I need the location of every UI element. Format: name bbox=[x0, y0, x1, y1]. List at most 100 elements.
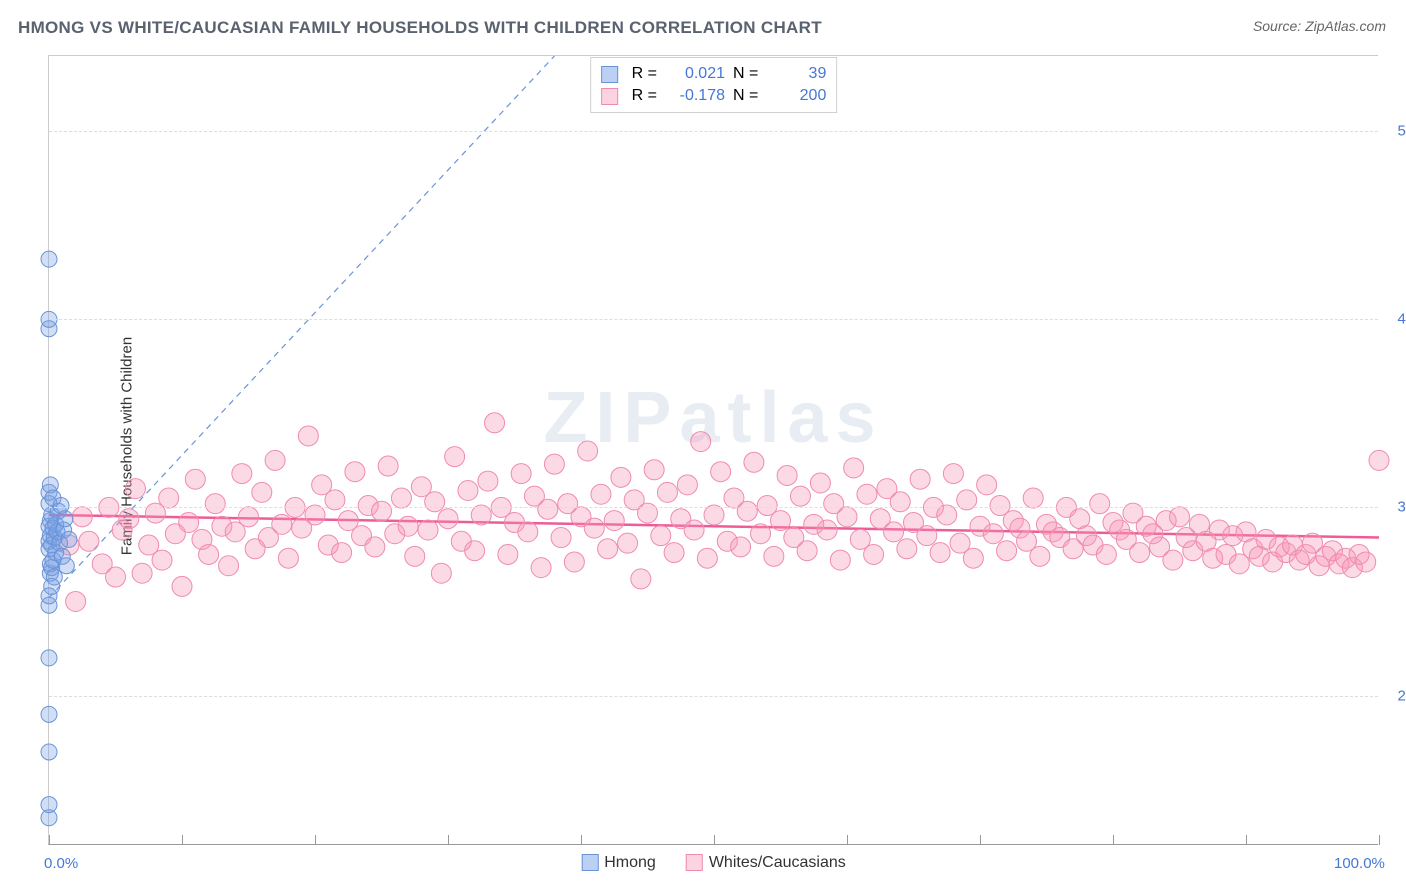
data-point bbox=[152, 550, 172, 570]
data-point bbox=[332, 543, 352, 563]
x-tick bbox=[1113, 835, 1114, 845]
gridline bbox=[49, 131, 1378, 132]
data-point bbox=[41, 588, 57, 604]
data-point bbox=[511, 464, 531, 484]
data-point bbox=[983, 524, 1003, 544]
legend-item: Hmong bbox=[581, 854, 656, 872]
data-point bbox=[910, 469, 930, 489]
data-point bbox=[345, 462, 365, 482]
plot-area: ZIPatlas R = 0.021 N = 39 R = -0.178 N =… bbox=[48, 55, 1378, 845]
data-point bbox=[106, 567, 126, 587]
data-point bbox=[405, 546, 425, 566]
legend-swatch bbox=[581, 854, 598, 871]
data-point bbox=[584, 518, 604, 538]
data-point bbox=[1369, 450, 1389, 470]
data-point bbox=[398, 516, 418, 536]
x-tick bbox=[448, 835, 449, 845]
data-point bbox=[697, 548, 717, 568]
data-point bbox=[72, 507, 92, 527]
data-point bbox=[657, 482, 677, 502]
data-point bbox=[478, 471, 498, 491]
data-point bbox=[544, 454, 564, 474]
data-point bbox=[631, 569, 651, 589]
legend-swatch bbox=[601, 66, 618, 83]
legend-row: R = -0.178 N = 200 bbox=[601, 85, 827, 107]
x-tick-label: 100.0% bbox=[1334, 855, 1385, 872]
data-point bbox=[159, 488, 179, 508]
data-point bbox=[744, 452, 764, 472]
data-point bbox=[232, 464, 252, 484]
data-point bbox=[651, 526, 671, 546]
data-point bbox=[890, 492, 910, 512]
data-point bbox=[1130, 543, 1150, 563]
data-point bbox=[684, 520, 704, 540]
data-point bbox=[591, 484, 611, 504]
data-point bbox=[418, 520, 438, 540]
data-point bbox=[265, 450, 285, 470]
data-point bbox=[41, 251, 57, 267]
data-point bbox=[458, 481, 478, 501]
data-point bbox=[564, 552, 584, 572]
data-point bbox=[638, 503, 658, 523]
data-point bbox=[132, 563, 152, 583]
chart-title: HMONG VS WHITE/CAUCASIAN FAMILY HOUSEHOL… bbox=[18, 18, 822, 38]
data-point bbox=[664, 543, 684, 563]
data-point bbox=[930, 543, 950, 563]
data-point bbox=[41, 797, 57, 813]
data-point bbox=[41, 744, 57, 760]
y-tick-label: 20.0% bbox=[1397, 687, 1406, 704]
x-tick bbox=[49, 835, 50, 845]
data-point bbox=[777, 465, 797, 485]
data-point bbox=[58, 558, 74, 574]
data-point bbox=[943, 464, 963, 484]
legend-item: Whites/Caucasians bbox=[686, 854, 846, 872]
data-point bbox=[391, 488, 411, 508]
data-point bbox=[1090, 494, 1110, 514]
data-point bbox=[172, 576, 192, 596]
source-attribution: Source: ZipAtlas.com bbox=[1253, 18, 1386, 34]
data-point bbox=[538, 499, 558, 519]
data-point bbox=[864, 544, 884, 564]
data-point bbox=[618, 533, 638, 553]
data-point bbox=[365, 537, 385, 557]
data-point bbox=[731, 537, 751, 557]
x-tick bbox=[315, 835, 316, 845]
data-point bbox=[578, 441, 598, 461]
data-point bbox=[611, 467, 631, 487]
legend-n-value: 200 bbox=[766, 85, 826, 107]
legend-r-label: R = bbox=[632, 63, 657, 85]
data-point bbox=[751, 524, 771, 544]
x-tick bbox=[1246, 835, 1247, 845]
y-tick-label: 40.0% bbox=[1397, 311, 1406, 328]
data-point bbox=[644, 460, 664, 480]
data-point bbox=[125, 479, 145, 499]
legend-swatch bbox=[601, 88, 618, 105]
x-tick bbox=[182, 835, 183, 845]
chart-container: HMONG VS WHITE/CAUCASIAN FAMILY HOUSEHOL… bbox=[0, 0, 1406, 892]
data-point bbox=[372, 501, 392, 521]
x-tick bbox=[714, 835, 715, 845]
data-point bbox=[119, 509, 139, 529]
data-point bbox=[179, 512, 199, 532]
data-point bbox=[917, 526, 937, 546]
data-point bbox=[66, 591, 86, 611]
data-point bbox=[219, 556, 239, 576]
data-point bbox=[1170, 507, 1190, 527]
data-point bbox=[498, 544, 518, 564]
x-tick bbox=[581, 835, 582, 845]
data-point bbox=[445, 447, 465, 467]
gridline bbox=[49, 507, 1378, 508]
data-point bbox=[1356, 552, 1376, 572]
gridline bbox=[49, 696, 1378, 697]
data-point bbox=[298, 426, 318, 446]
data-point bbox=[199, 544, 219, 564]
data-point bbox=[604, 511, 624, 531]
data-point bbox=[46, 569, 62, 585]
data-point bbox=[884, 522, 904, 542]
data-point bbox=[205, 494, 225, 514]
data-point bbox=[790, 486, 810, 506]
y-tick-label: 50.0% bbox=[1397, 123, 1406, 140]
x-tick bbox=[980, 835, 981, 845]
legend-r-value: -0.178 bbox=[665, 85, 725, 107]
data-point bbox=[252, 482, 272, 502]
